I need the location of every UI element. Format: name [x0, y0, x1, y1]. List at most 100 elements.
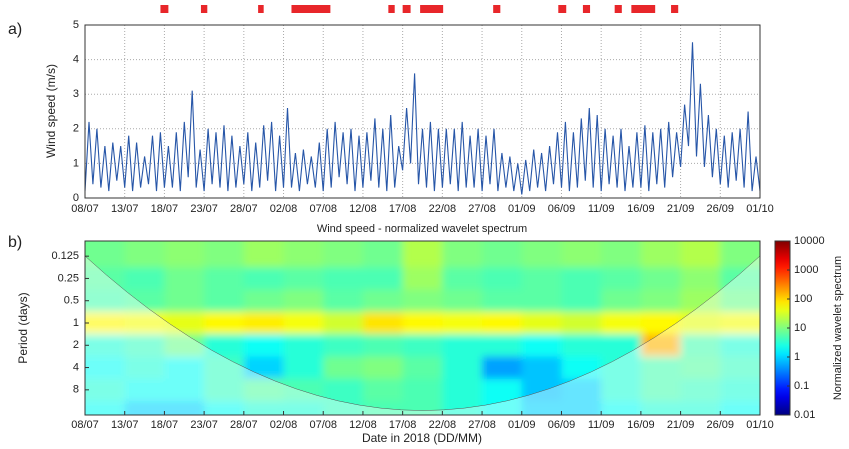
- span-marker: [631, 5, 656, 13]
- x-tick-label: 11/09: [588, 419, 615, 431]
- heatmap-cell: [521, 311, 562, 335]
- span-marker: [671, 5, 679, 13]
- heatmap-cell: [164, 311, 205, 335]
- heatmap-cell: [601, 241, 642, 268]
- heatmap-cell: [402, 400, 443, 415]
- colorbar-title: Normalized wavelet spectrum: [832, 256, 844, 400]
- x-tick-label: 08/07: [71, 203, 99, 215]
- x-tick-label: 17/08: [389, 419, 417, 431]
- heatmap-cell: [204, 311, 245, 335]
- span-marker: [160, 5, 169, 13]
- heatmap-cell: [442, 378, 483, 402]
- y-tick-label: 0.25: [58, 272, 79, 284]
- span-marker: [388, 5, 395, 13]
- heatmap-cell: [680, 356, 721, 380]
- heatmap-cell: [720, 400, 760, 415]
- x-tick-label: 22/08: [429, 419, 457, 431]
- heatmap-cell: [164, 378, 205, 402]
- x-tick-label: 21/09: [667, 203, 695, 215]
- heatmap-cell: [204, 241, 245, 268]
- heatmap-cell: [243, 378, 285, 402]
- heatmap-cell: [283, 378, 324, 402]
- heatmap-cell: [362, 267, 404, 291]
- x-tick-label: 13/07: [111, 203, 139, 215]
- x-tick-label: 06/09: [548, 203, 576, 215]
- y-tick-label: 1: [73, 317, 79, 329]
- span-marker: [420, 5, 444, 13]
- heatmap-cell: [283, 289, 324, 313]
- x-tick-label: 22/08: [429, 203, 457, 215]
- y-tick-label: 0.5: [64, 295, 79, 307]
- x-tick-label: 16/09: [627, 419, 655, 431]
- heatmap-cell: [124, 311, 165, 335]
- heatmap-cell: [204, 267, 245, 291]
- heatmap-cell: [680, 334, 721, 357]
- heatmap-cell: [204, 400, 245, 415]
- heatmap-cell: [85, 267, 126, 291]
- heatmap-cell: [640, 378, 682, 402]
- heatmap-cell: [720, 311, 760, 335]
- colorbar-tick-label: 100: [794, 293, 812, 305]
- heatmap-cell: [85, 356, 126, 380]
- heatmap-cell: [680, 311, 721, 335]
- x-tick-label: 26/09: [707, 419, 735, 431]
- heatmap-cell: [521, 400, 562, 415]
- colorbar-tick-label: 10: [794, 322, 806, 334]
- heatmap-cell: [323, 378, 364, 402]
- heatmap-cell: [442, 311, 483, 335]
- heatmap-cell: [521, 356, 562, 380]
- span-marker: [258, 5, 264, 13]
- panel-label: b): [8, 234, 22, 251]
- x-tick-label: 23/07: [190, 419, 218, 431]
- x-tick-label: 18/07: [151, 419, 179, 431]
- x-tick-label: 27/08: [468, 203, 496, 215]
- heatmap-cell: [323, 241, 364, 268]
- heatmap-cell: [442, 241, 483, 268]
- heatmap-cell: [85, 378, 126, 402]
- y-tick-label: 1: [73, 157, 79, 169]
- plot-frame: [84, 240, 761, 416]
- heatmap-cell: [561, 356, 602, 380]
- heatmap-cell: [164, 356, 205, 380]
- span-marker: [402, 5, 411, 13]
- heatmap-cell: [243, 267, 285, 291]
- y-tick-label: 5: [73, 19, 79, 31]
- colorbar-tick-label: 0.1: [794, 380, 809, 392]
- colorbar-tick-label: 1: [794, 351, 800, 363]
- heatmap-cell: [640, 400, 682, 415]
- heatmap-cell: [402, 378, 443, 402]
- chart-title: Wind speed - normalized wavelet spectrum: [317, 223, 527, 235]
- heatmap-cell: [85, 400, 126, 415]
- heatmap-cell: [124, 400, 165, 415]
- heatmap-cell: [521, 241, 562, 268]
- heatmap-cell: [640, 311, 682, 335]
- heatmap-cell: [362, 311, 404, 335]
- heatmap-cell: [283, 334, 324, 357]
- heatmap-cell: [323, 334, 364, 357]
- y-axis-title: Period (days): [16, 292, 30, 363]
- heatmap-cell: [720, 356, 760, 380]
- heatmap-cell: [482, 289, 523, 313]
- cone-of-influence: [85, 255, 760, 415]
- heatmap-cell: [521, 334, 562, 357]
- heatmap-cell: [362, 241, 404, 268]
- heatmap-cell: [362, 289, 404, 313]
- line: [84, 42, 761, 195]
- heatmap-cell: [680, 241, 721, 268]
- y-tick-label: 2: [73, 339, 79, 351]
- y-tick-label: 4: [73, 54, 79, 66]
- heatmap-cell: [204, 289, 245, 313]
- heatmap-cell: [243, 356, 285, 380]
- x-tick-label: 08/07: [71, 419, 99, 431]
- heatmap-cell: [164, 267, 205, 291]
- heatmap-cell: [561, 241, 602, 268]
- plot-frame: [84, 24, 761, 199]
- heatmap-cell: [680, 378, 721, 402]
- y-axis-title: Wind speed (m/s): [44, 64, 58, 158]
- heatmap-cell: [561, 289, 602, 313]
- x-tick-label: 18/07: [151, 203, 179, 215]
- x-tick-label: 27/08: [468, 419, 496, 431]
- x-tick-label: 28/07: [230, 419, 258, 431]
- x-tick-label: 01/09: [508, 203, 536, 215]
